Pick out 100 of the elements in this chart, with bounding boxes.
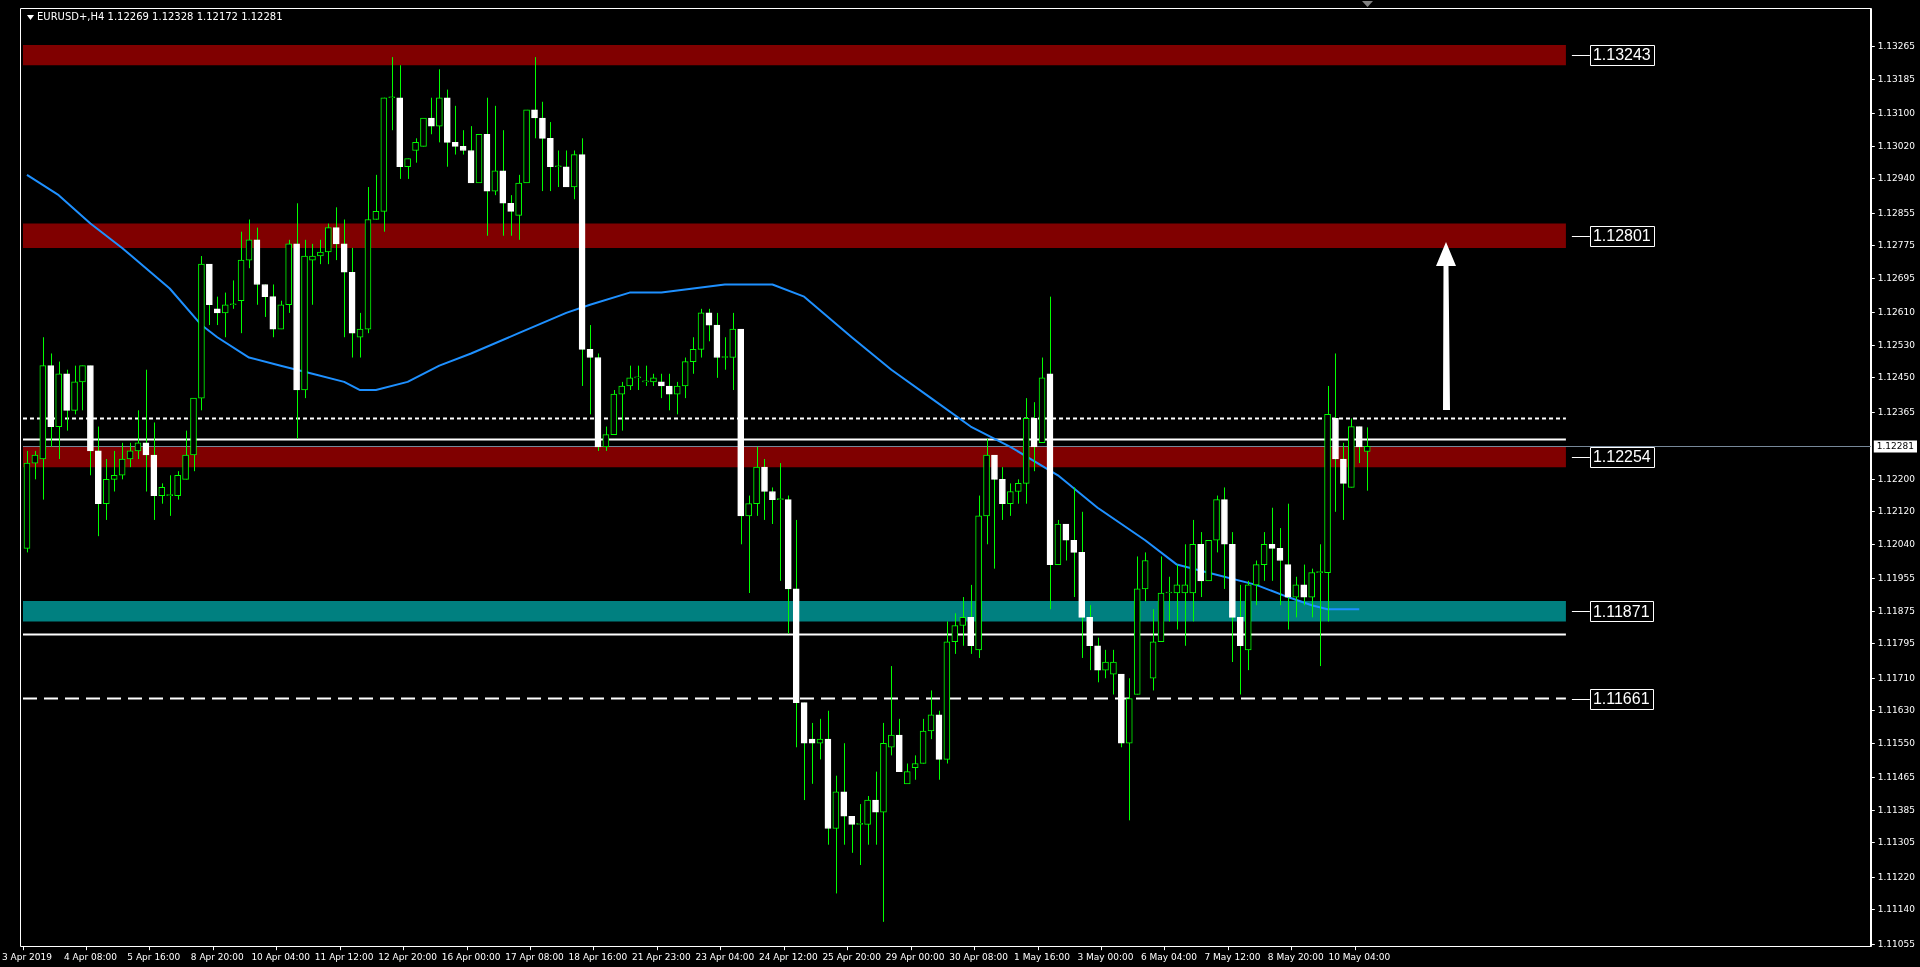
candlestick — [991, 454, 998, 570]
y-tick-label: 1.12200 — [1877, 473, 1916, 484]
candlestick — [277, 300, 285, 330]
candlestick — [1316, 543, 1323, 667]
candlestick — [1007, 482, 1014, 517]
candlestick — [1165, 576, 1173, 622]
candlestick — [174, 470, 181, 501]
candlestick — [872, 771, 879, 846]
candlestick — [102, 458, 110, 521]
candlestick — [562, 149, 570, 188]
candlestick — [332, 206, 340, 261]
y-tick-label: 1.13100 — [1877, 108, 1916, 119]
candlestick — [840, 742, 848, 846]
candlestick — [745, 495, 752, 594]
x-tick-label: 21 Apr 23:00 — [632, 951, 692, 962]
candlestick — [229, 279, 237, 310]
x-tick-label: 10 Apr 04:00 — [251, 951, 311, 962]
y-tick-label: 1.11875 — [1877, 605, 1915, 616]
band-label: 1.12254 — [1592, 448, 1651, 466]
candlestick — [1363, 426, 1371, 492]
candlestick — [634, 365, 641, 391]
candlestick — [1110, 649, 1117, 695]
x-tick-label: 29 Apr 00:00 — [885, 951, 945, 962]
candlestick — [864, 795, 871, 846]
y-tick-label: 1.11465 — [1877, 772, 1915, 783]
candlestick — [1268, 507, 1276, 582]
candlestick — [959, 596, 967, 647]
x-tick-label: 12 Apr 20:00 — [378, 951, 438, 962]
ref-line-label: 1.11661 — [1592, 689, 1650, 707]
y-tick-label: 1.12450 — [1877, 372, 1916, 383]
x-tick-label: 30 Apr 08:00 — [949, 951, 1009, 962]
y-tick-label: 1.13185 — [1877, 73, 1915, 84]
y-tick-label: 1.11305 — [1877, 837, 1915, 848]
x-tick-label: 17 Apr 08:00 — [505, 951, 565, 962]
x-tick-label: 1 May 16:00 — [1014, 951, 1071, 962]
y-tick-label: 1.11710 — [1877, 672, 1916, 683]
y-tick-label: 1.12120 — [1877, 506, 1916, 517]
x-tick-label: 10 May 04:00 — [1328, 951, 1391, 962]
x-tick-label: 8 May 20:00 — [1267, 951, 1325, 962]
candlestick — [539, 101, 546, 192]
candlestick — [1340, 442, 1347, 521]
candlestick — [182, 430, 189, 480]
y-tick-label: 1.11795 — [1877, 638, 1915, 649]
y-tick-label: 1.13020 — [1877, 140, 1916, 151]
y-tick-label: 1.12530 — [1877, 339, 1916, 350]
candlestick — [911, 754, 919, 781]
candlestick — [618, 381, 626, 432]
y-tick-label: 1.12610 — [1877, 307, 1916, 318]
y-tick-label: 1.13265 — [1877, 41, 1915, 52]
x-tick-label: 3 Apr 2019 — [2, 951, 53, 962]
y-tick-label: 1.11385 — [1877, 804, 1915, 815]
band-label: 1.13243 — [1592, 46, 1651, 64]
y-tick-label: 1.12365 — [1877, 406, 1915, 417]
candlestick — [388, 56, 396, 131]
chart-title: EURUSD+,H4 1.12269 1.12328 1.12172 1.12281 — [37, 11, 283, 23]
x-tick-label: 8 Apr 20:00 — [190, 951, 245, 962]
candlestick — [1252, 560, 1260, 606]
candlestick — [808, 722, 816, 785]
x-tick-label: 24 Apr 12:00 — [758, 951, 818, 962]
y-tick-label: 1.11955 — [1877, 573, 1915, 584]
y-tick-label: 1.12775 — [1877, 240, 1915, 251]
y-tick-label: 1.12855 — [1877, 207, 1915, 218]
candlestick — [626, 365, 634, 391]
ref-line-label: 1.12281 — [1876, 440, 1914, 451]
y-tick-label: 1.11055 — [1877, 938, 1915, 949]
candlestick — [554, 149, 562, 188]
x-tick-label: 11 Apr 12:00 — [314, 951, 374, 962]
candlestick — [642, 365, 649, 387]
band-label: 1.12801 — [1592, 227, 1651, 245]
x-tick-label: 5 Apr 16:00 — [127, 951, 181, 962]
candlestick — [221, 292, 229, 338]
candlestick — [666, 373, 673, 411]
candlestick — [79, 365, 86, 411]
candlestick — [888, 665, 895, 756]
candlestick — [951, 612, 959, 655]
y-tick-label: 1.12040 — [1877, 538, 1916, 549]
candlestick — [903, 763, 911, 785]
candlestick — [451, 105, 459, 156]
y-tick-label: 1.11220 — [1877, 871, 1916, 882]
candlestick — [158, 482, 166, 505]
candlestick — [761, 458, 768, 521]
candlestick — [324, 223, 332, 265]
y-tick-label: 1.12695 — [1877, 272, 1915, 283]
candlestick — [999, 466, 1006, 521]
x-tick-label: 16 Apr 00:00 — [441, 951, 501, 962]
x-tick-label: 3 May 00:00 — [1077, 951, 1134, 962]
y-tick-label: 1.11140 — [1877, 904, 1916, 915]
candlestick — [428, 97, 435, 135]
candlestick — [1070, 486, 1078, 598]
candlestick — [507, 194, 515, 237]
y-tick-label: 1.11630 — [1877, 705, 1916, 716]
y-tick-label: 1.11550 — [1877, 737, 1916, 748]
x-tick-label: 25 Apr 20:00 — [822, 951, 882, 962]
x-tick-label: 23 Apr 04:00 — [695, 951, 755, 962]
y-tick-label: 1.12940 — [1877, 173, 1916, 184]
candlestick — [531, 56, 538, 139]
x-tick-label: 4 Apr 08:00 — [63, 951, 118, 962]
candlestick — [1300, 564, 1308, 606]
x-tick-label: 7 May 12:00 — [1204, 951, 1261, 962]
candlestick — [681, 357, 689, 399]
